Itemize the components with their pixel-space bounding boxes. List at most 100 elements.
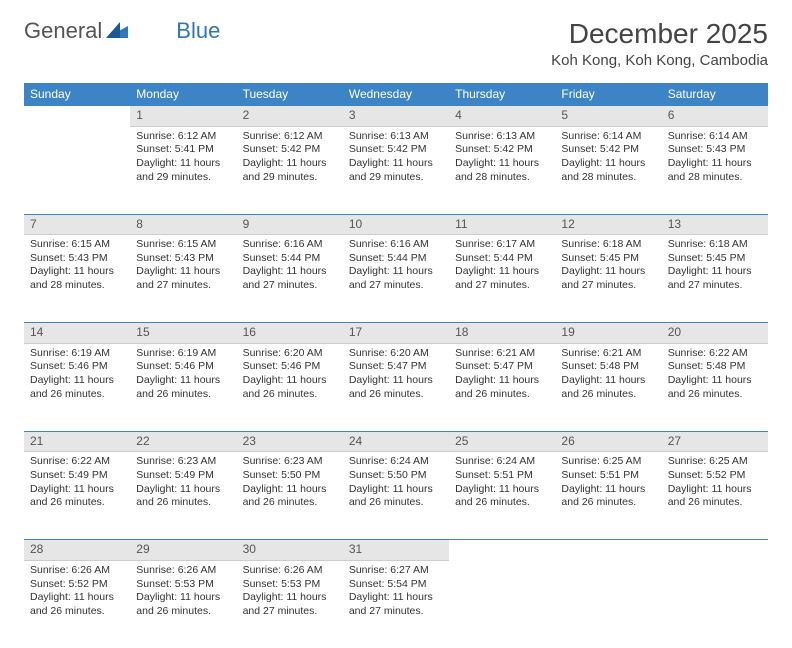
- day-cell: Sunrise: 6:27 AMSunset: 5:54 PMDaylight:…: [343, 560, 449, 648]
- day-number: [555, 540, 661, 561]
- day-number: 2: [237, 106, 343, 127]
- day-cell: Sunrise: 6:16 AMSunset: 5:44 PMDaylight:…: [237, 235, 343, 323]
- daylight-text: Daylight: 11 hours: [668, 265, 762, 279]
- weekday-header: Thursday: [449, 83, 555, 106]
- day-number: 13: [662, 214, 768, 235]
- day-number: 9: [237, 214, 343, 235]
- daylight-text: and 29 minutes.: [243, 171, 337, 185]
- day-cell: Sunrise: 6:14 AMSunset: 5:43 PMDaylight:…: [662, 126, 768, 214]
- day-content-row: Sunrise: 6:12 AMSunset: 5:41 PMDaylight:…: [24, 126, 768, 214]
- daylight-text: and 28 minutes.: [668, 171, 762, 185]
- day-number: 11: [449, 214, 555, 235]
- daylight-text: Daylight: 11 hours: [455, 265, 549, 279]
- day-number: [449, 540, 555, 561]
- day-number: 7: [24, 214, 130, 235]
- day-number: 26: [555, 431, 661, 452]
- day-number: 18: [449, 323, 555, 344]
- logo-text-1: General: [24, 18, 102, 44]
- daylight-text: Daylight: 11 hours: [136, 374, 230, 388]
- calendar-table: SundayMondayTuesdayWednesdayThursdayFrid…: [24, 83, 768, 648]
- daylight-text: and 26 minutes.: [455, 388, 549, 402]
- sunrise-text: Sunrise: 6:18 AM: [668, 238, 762, 252]
- sunrise-text: Sunrise: 6:20 AM: [349, 347, 443, 361]
- day-number: 8: [130, 214, 236, 235]
- weekday-header-row: SundayMondayTuesdayWednesdayThursdayFrid…: [24, 83, 768, 106]
- day-number-row: 21222324252627: [24, 431, 768, 452]
- daylight-text: Daylight: 11 hours: [455, 157, 549, 171]
- daylight-text: and 26 minutes.: [455, 496, 549, 510]
- daylight-text: and 26 minutes.: [30, 388, 124, 402]
- daylight-text: Daylight: 11 hours: [30, 265, 124, 279]
- daylight-text: Daylight: 11 hours: [561, 265, 655, 279]
- daylight-text: and 26 minutes.: [349, 388, 443, 402]
- day-number: 10: [343, 214, 449, 235]
- daylight-text: and 26 minutes.: [668, 388, 762, 402]
- sunset-text: Sunset: 5:43 PM: [668, 143, 762, 157]
- day-cell: Sunrise: 6:26 AMSunset: 5:52 PMDaylight:…: [24, 560, 130, 648]
- daylight-text: Daylight: 11 hours: [561, 157, 655, 171]
- daylight-text: Daylight: 11 hours: [30, 374, 124, 388]
- sunset-text: Sunset: 5:45 PM: [561, 252, 655, 266]
- daylight-text: and 29 minutes.: [136, 171, 230, 185]
- day-cell: Sunrise: 6:19 AMSunset: 5:46 PMDaylight:…: [24, 343, 130, 431]
- day-number: 29: [130, 540, 236, 561]
- sunset-text: Sunset: 5:52 PM: [668, 469, 762, 483]
- daylight-text: Daylight: 11 hours: [668, 483, 762, 497]
- sunrise-text: Sunrise: 6:22 AM: [668, 347, 762, 361]
- daylight-text: Daylight: 11 hours: [349, 374, 443, 388]
- location: Koh Kong, Koh Kong, Cambodia: [551, 52, 768, 69]
- sunset-text: Sunset: 5:43 PM: [136, 252, 230, 266]
- day-cell: [555, 560, 661, 648]
- sunset-text: Sunset: 5:52 PM: [30, 578, 124, 592]
- daylight-text: and 28 minutes.: [30, 279, 124, 293]
- weekday-header: Saturday: [662, 83, 768, 106]
- sunrise-text: Sunrise: 6:20 AM: [243, 347, 337, 361]
- daylight-text: and 26 minutes.: [30, 496, 124, 510]
- day-cell: Sunrise: 6:18 AMSunset: 5:45 PMDaylight:…: [555, 235, 661, 323]
- daylight-text: and 28 minutes.: [561, 171, 655, 185]
- day-cell: Sunrise: 6:20 AMSunset: 5:46 PMDaylight:…: [237, 343, 343, 431]
- day-number: 17: [343, 323, 449, 344]
- daylight-text: Daylight: 11 hours: [243, 591, 337, 605]
- day-cell: Sunrise: 6:12 AMSunset: 5:41 PMDaylight:…: [130, 126, 236, 214]
- day-number: 14: [24, 323, 130, 344]
- daylight-text: Daylight: 11 hours: [243, 157, 337, 171]
- daylight-text: Daylight: 11 hours: [243, 374, 337, 388]
- daylight-text: and 27 minutes.: [243, 279, 337, 293]
- day-number: 27: [662, 431, 768, 452]
- daylight-text: Daylight: 11 hours: [243, 265, 337, 279]
- day-number: 1: [130, 106, 236, 127]
- day-number-row: 14151617181920: [24, 323, 768, 344]
- sunrise-text: Sunrise: 6:17 AM: [455, 238, 549, 252]
- sunset-text: Sunset: 5:49 PM: [30, 469, 124, 483]
- weekday-header: Sunday: [24, 83, 130, 106]
- day-number: 25: [449, 431, 555, 452]
- sunrise-text: Sunrise: 6:25 AM: [561, 455, 655, 469]
- sunrise-text: Sunrise: 6:27 AM: [349, 564, 443, 578]
- day-number: [662, 540, 768, 561]
- logo-text-2: Blue: [176, 18, 220, 44]
- sunset-text: Sunset: 5:53 PM: [136, 578, 230, 592]
- daylight-text: and 27 minutes.: [136, 279, 230, 293]
- day-cell: Sunrise: 6:25 AMSunset: 5:51 PMDaylight:…: [555, 452, 661, 540]
- sunrise-text: Sunrise: 6:16 AM: [349, 238, 443, 252]
- sunrise-text: Sunrise: 6:14 AM: [668, 130, 762, 144]
- sunset-text: Sunset: 5:50 PM: [243, 469, 337, 483]
- daylight-text: and 26 minutes.: [668, 496, 762, 510]
- sunset-text: Sunset: 5:47 PM: [455, 360, 549, 374]
- day-number: 31: [343, 540, 449, 561]
- day-cell: Sunrise: 6:25 AMSunset: 5:52 PMDaylight:…: [662, 452, 768, 540]
- day-content-row: Sunrise: 6:19 AMSunset: 5:46 PMDaylight:…: [24, 343, 768, 431]
- sunset-text: Sunset: 5:50 PM: [349, 469, 443, 483]
- day-cell: [449, 560, 555, 648]
- sunset-text: Sunset: 5:42 PM: [455, 143, 549, 157]
- sunset-text: Sunset: 5:47 PM: [349, 360, 443, 374]
- sunrise-text: Sunrise: 6:25 AM: [668, 455, 762, 469]
- day-number: 16: [237, 323, 343, 344]
- day-number: 22: [130, 431, 236, 452]
- day-cell: Sunrise: 6:18 AMSunset: 5:45 PMDaylight:…: [662, 235, 768, 323]
- weekday-header: Monday: [130, 83, 236, 106]
- day-number: 21: [24, 431, 130, 452]
- daylight-text: Daylight: 11 hours: [561, 483, 655, 497]
- day-number: 24: [343, 431, 449, 452]
